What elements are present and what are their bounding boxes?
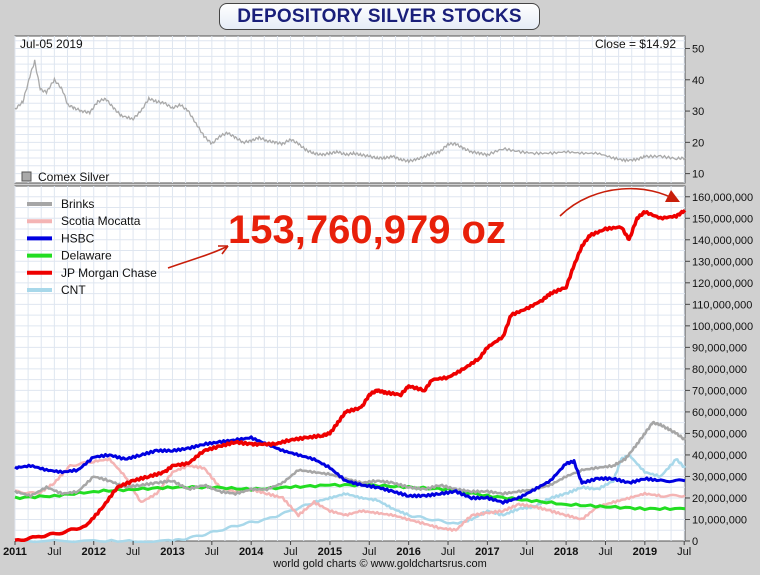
close-label: Close = $14.92: [595, 37, 676, 51]
legend-label: CNT: [61, 283, 86, 297]
price-axis-label: 30: [692, 106, 704, 118]
legend-label: JP Morgan Chase: [61, 266, 157, 280]
stocks-axis-label: 20,000,000: [692, 493, 747, 505]
stocks-axis-label: 90,000,000: [692, 342, 747, 354]
x-axis-label: 2017: [475, 546, 499, 558]
stocks-axis-label: 130,000,000: [692, 256, 753, 268]
x-axis-label: Jul: [677, 546, 691, 558]
legend-label: Brinks: [61, 197, 94, 211]
stocks-axis-label: 40,000,000: [692, 450, 747, 462]
credit-text: world gold charts © www.goldchartsrus.co…: [0, 558, 760, 570]
x-axis-label: 2012: [81, 546, 105, 558]
stocks-axis-label: 50,000,000: [692, 428, 747, 440]
x-axis-label: 2016: [396, 546, 420, 558]
legend-label: Scotia Mocatta: [61, 214, 141, 228]
x-axis-label: 2015: [318, 546, 342, 558]
x-axis-label: 2018: [554, 546, 578, 558]
annotation-label: 153,760,979 oz: [228, 208, 506, 252]
stocks-axis-label: 140,000,000: [692, 235, 753, 247]
x-axis-label: Jul: [205, 546, 219, 558]
stocks-axis-label: 160,000,000: [692, 192, 753, 204]
stocks-axis-label: 80,000,000: [692, 364, 747, 376]
stocks-axis-label: 0: [692, 536, 698, 548]
x-axis-label: Jul: [598, 546, 612, 558]
stocks-axis-label: 150,000,000: [692, 213, 753, 225]
price-axis-label: 40: [692, 75, 704, 87]
price-axis-label: 10: [692, 169, 704, 181]
stocks-axis-label: 120,000,000: [692, 278, 753, 290]
x-axis-label: Jul: [441, 546, 455, 558]
stocks-axis-label: 10,000,000: [692, 514, 747, 526]
x-axis-label: 2013: [160, 546, 184, 558]
price-axis-label: 50: [692, 44, 704, 56]
x-axis-label: 2011: [3, 546, 27, 558]
legend-label: Delaware: [61, 249, 112, 263]
comex-legend-label: Comex Silver: [38, 170, 109, 184]
comex-legend-swatch: [22, 172, 31, 181]
legend-label: HSBC: [61, 231, 95, 245]
stocks-axis-label: 110,000,000: [692, 299, 752, 311]
x-axis-label: 2014: [239, 546, 264, 558]
x-axis-label: Jul: [126, 546, 140, 558]
stocks-axis-label: 60,000,000: [692, 407, 747, 419]
x-axis-label: 2019: [633, 546, 657, 558]
x-axis-label: Jul: [284, 546, 298, 558]
date-label: Jul-05 2019: [20, 37, 83, 51]
stocks-axis-label: 100,000,000: [692, 321, 753, 333]
x-axis-label: Jul: [520, 546, 534, 558]
price-axis-label: 20: [692, 137, 704, 149]
stocks-axis-label: 70,000,000: [692, 385, 747, 397]
x-axis-label: Jul: [47, 546, 61, 558]
x-axis-label: Jul: [362, 546, 376, 558]
stocks-axis-label: 30,000,000: [692, 471, 747, 483]
